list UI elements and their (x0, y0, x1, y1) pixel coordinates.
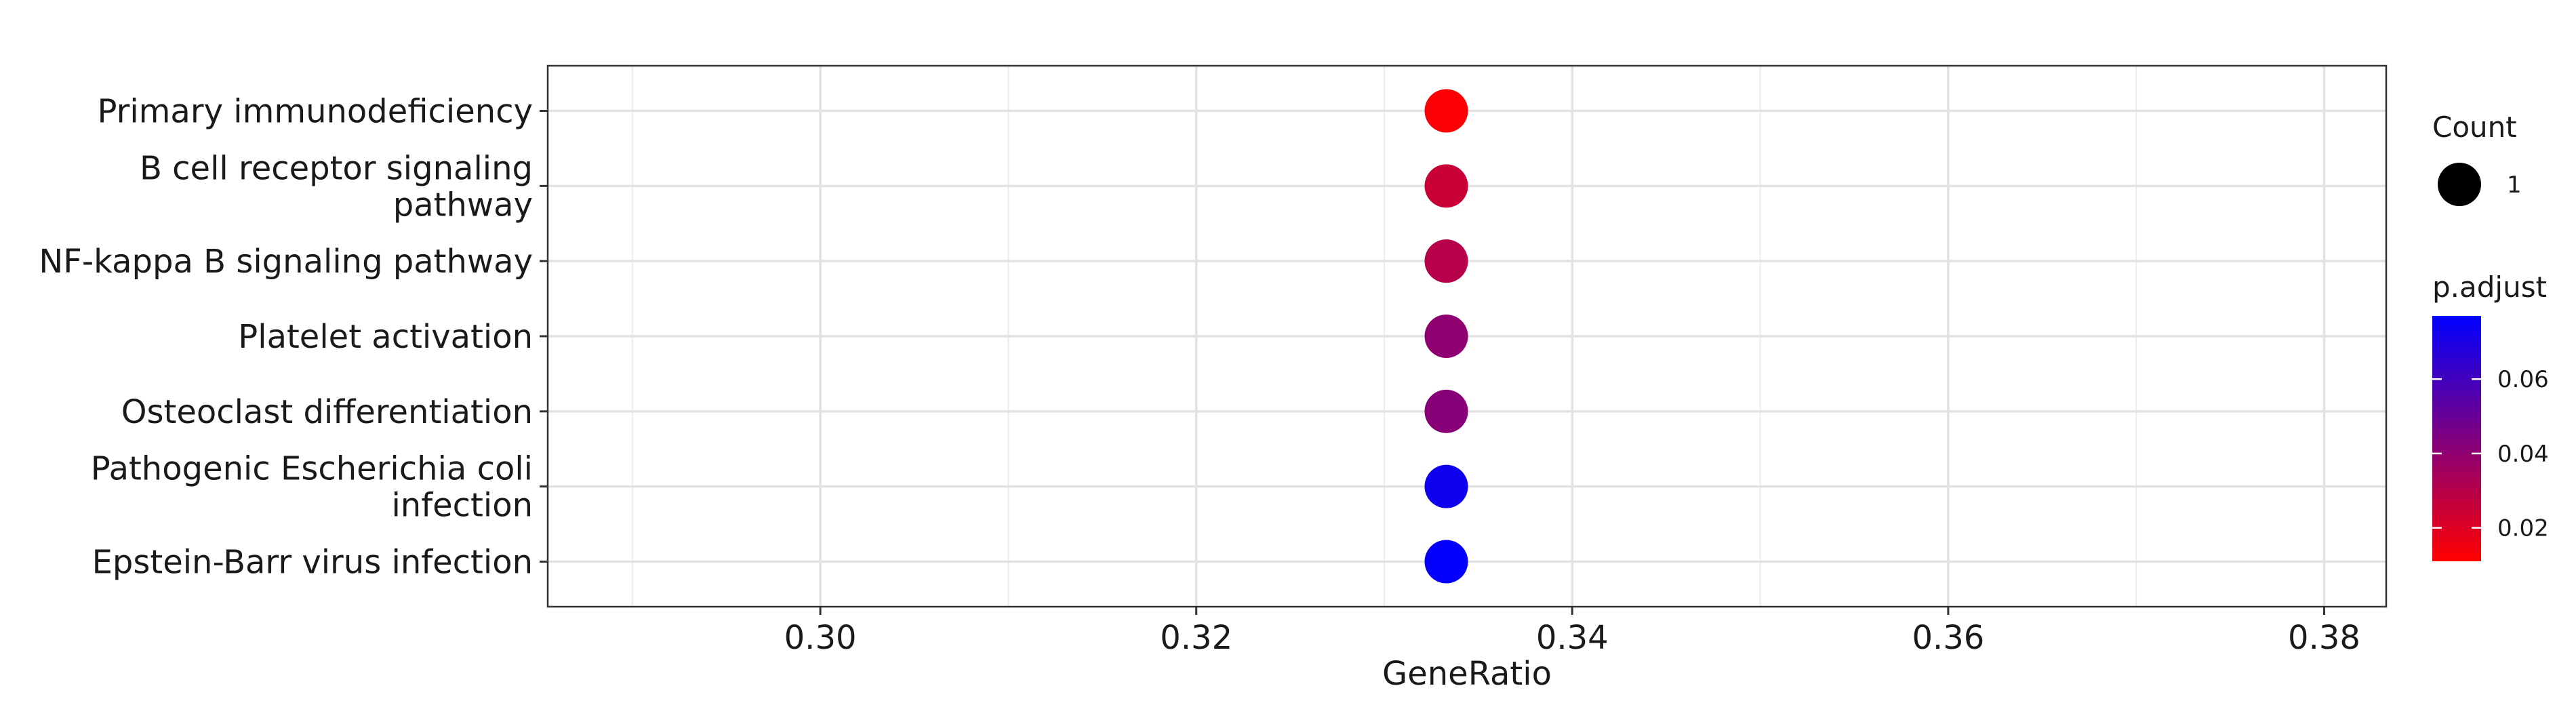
x-tick-label: 0.32 (1160, 619, 1232, 657)
colorbar-tick-label: 0.02 (2497, 515, 2549, 542)
colorbar-tick-label: 0.06 (2497, 366, 2549, 393)
colorbar (2432, 316, 2481, 561)
data-point (1424, 540, 1468, 584)
y-tick-label: Platelet activation (238, 318, 533, 356)
legend: Count 1 p.adjust 0.02 0.04 0.06 (2432, 110, 2549, 561)
data-point (1424, 389, 1468, 433)
x-tick-label: 0.38 (2288, 619, 2360, 657)
x-axis: 0.30 0.32 0.34 0.36 0.38 (784, 607, 2360, 657)
x-tick-label: 0.34 (1536, 619, 1609, 657)
y-tick-label: Pathogenic Escherichia coli infection (91, 450, 533, 525)
data-point (1424, 89, 1468, 133)
y-tick-label: NF-kappa B signaling pathway (39, 243, 533, 281)
data-point (1424, 239, 1468, 283)
x-axis-title: GeneRatio (1382, 655, 1552, 693)
size-legend-dot (2438, 163, 2481, 206)
y-tick-label: Epstein-Barr virus infection (92, 544, 533, 582)
data-point (1424, 464, 1468, 508)
x-tick-label: 0.36 (1912, 619, 1984, 657)
data-point (1424, 164, 1468, 208)
y-tick-label: Primary immunodeficiency (97, 93, 533, 131)
data-point (1424, 315, 1468, 358)
data-points (1424, 89, 1468, 584)
size-legend-title: Count (2432, 110, 2517, 144)
colorbar-tick-label: 0.04 (2497, 441, 2549, 468)
color-legend-title: p.adjust (2432, 270, 2547, 304)
y-tick-label: Osteoclast differentiation (121, 393, 533, 431)
colorbar-ticks: 0.02 0.04 0.06 (2432, 366, 2549, 542)
size-legend-keys: 1 (2438, 163, 2522, 206)
size-legend-label: 1 (2507, 172, 2522, 199)
x-tick-label: 0.30 (784, 619, 857, 657)
y-tick-label: B cell receptor signaling pathway (140, 149, 533, 224)
y-axis: Primary immunodeficiency B cell receptor … (39, 93, 548, 582)
